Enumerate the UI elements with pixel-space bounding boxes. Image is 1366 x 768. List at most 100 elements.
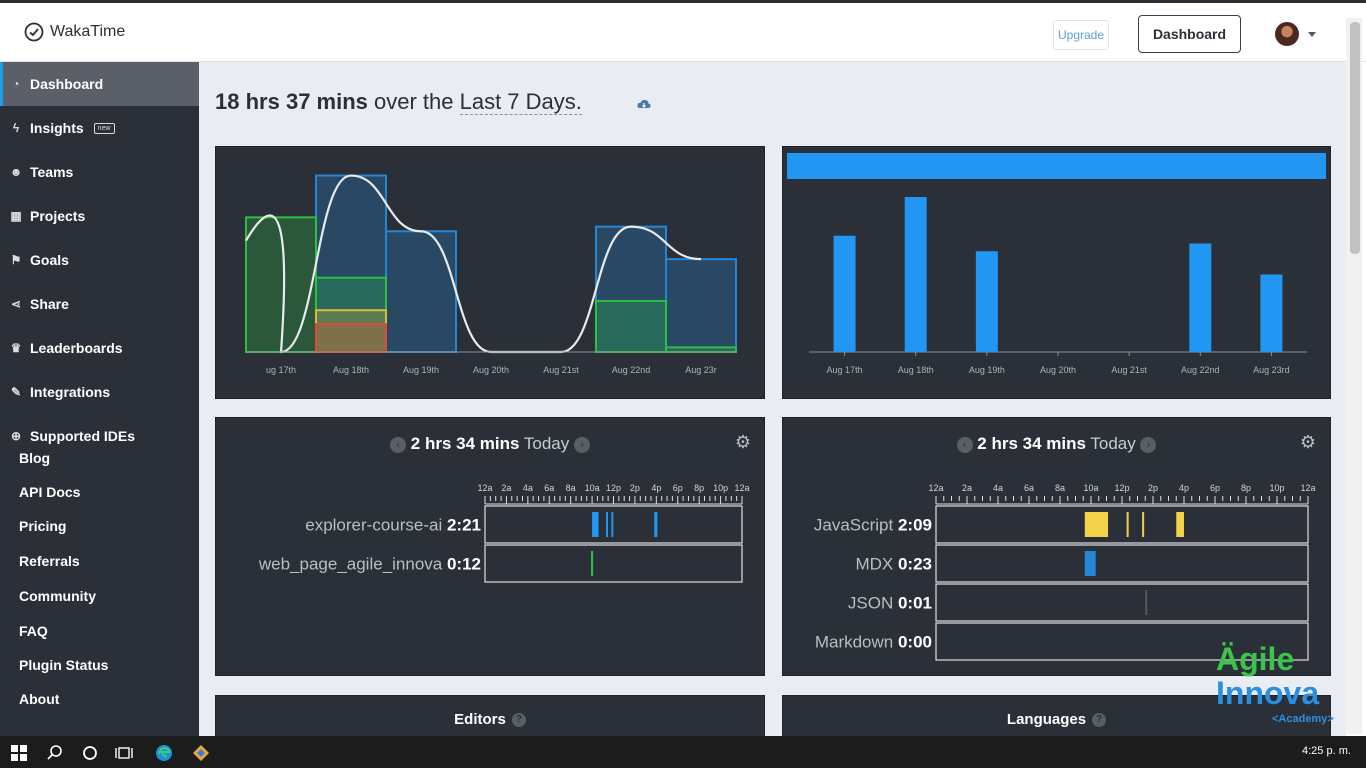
time-tick-label: 6a [544,483,554,493]
sidebar: ◔ Dashboard ϟ Insights new ☻ Teams ▦ Pro… [0,62,199,736]
date-range-selector[interactable]: Last 7 Days. [459,89,582,115]
sidebar-item-integrations[interactable]: ✎ Integrations [0,370,199,414]
time-tick-label: 6p [673,483,683,493]
activity-block [611,512,614,537]
summary-hours: 18 hrs [215,89,280,114]
edge-browser-icon[interactable] [153,742,175,764]
flag-icon: ⚑ [10,253,22,267]
sidebar-link-pricing[interactable]: Pricing [19,518,67,534]
sidebar-link-community[interactable]: Community [19,588,96,604]
languages-panel: Languages? [782,695,1331,736]
windows-taskbar: 4:25 p. m. [0,736,1366,768]
row-label: JavaScript 2:09 [814,516,932,535]
cloud-download-icon[interactable] [636,97,652,111]
help-icon[interactable]: ? [1092,713,1107,728]
chevron-left-icon[interactable]: ‹ [390,436,407,453]
chevron-right-icon[interactable]: › [573,436,590,453]
area-step-0-6 [665,258,737,353]
editors-title: Editors? [216,711,764,728]
time-tick-label: 4a [523,483,533,493]
time-tick-label: 8p [694,483,704,493]
wakatime-logo[interactable]: WakaTime [24,22,125,42]
timeline-row-box [484,544,743,583]
time-tick-label: 12a [477,483,492,493]
editors-title-text: Editors [454,711,506,728]
activity-block [1176,512,1184,537]
x-tick-label: Aug 22nd [612,365,651,375]
x-tick-label: Aug 22nd [1181,365,1220,375]
languages-title-text: Languages [1006,711,1087,728]
x-tick-label: ug 17th [266,365,296,375]
languages-timeline: 12a 2a 4a 6a 8a 10a 12p 2p 4p 6p 8p 10p 12a JavaScrip… [814,483,1316,661]
chevron-left-icon[interactable]: ‹ [956,436,973,453]
x-tick-label: Aug 23r [685,365,717,375]
bar-chart-header-band [787,153,1326,179]
users-icon: ☻ [9,165,23,179]
x-tick-label: Aug 18th [898,365,934,375]
x-tick-label: Aug 20th [473,365,509,375]
taskbar-clock: 4:25 p. m. [1302,745,1351,757]
sidebar-item-label: Goals [30,252,69,268]
area-step-1-6 [665,346,737,354]
sidebar-item-label: Integrations [30,384,111,400]
help-icon[interactable]: ? [511,713,526,728]
row-label: explorer-course-ai 2:21 [305,516,481,535]
sidebar-link-referrals[interactable]: Referrals [19,553,80,569]
today-total: 2 hrs 34 mins [977,434,1086,453]
x-tick-label: Aug 19th [969,365,1005,375]
search-icon[interactable] [44,742,66,764]
row-label: JSON 0:01 [848,594,932,613]
sidebar-link-faq[interactable]: FAQ [19,623,48,639]
scrollbar-thumb[interactable] [1350,22,1360,254]
area-step-1-5 [595,299,667,354]
plus-circle-icon: ⊕ [10,429,22,443]
bar-1 [904,197,927,352]
grid-icon: ▦ [10,209,22,223]
trophy-icon: ♛ [10,341,22,355]
gear-icon[interactable]: ⚙ [734,432,752,452]
sidebar-item-teams[interactable]: ☻ Teams [0,150,199,194]
summary-mins: 37 mins [285,89,368,114]
sidebar-link-about[interactable]: About [19,691,60,707]
share-icon: ⋖ [10,297,22,311]
page-title: 18 hrs 37 mins over the Last 7 Days. [215,89,582,115]
x-tick-label: Aug 17th [827,365,863,375]
sidebar-link-api-docs[interactable]: API Docs [19,484,81,500]
sidebar-item-projects[interactable]: ▦ Projects [0,194,199,238]
windows-start-icon[interactable] [8,742,30,764]
sidebar-link-blog[interactable]: Blog [19,450,51,466]
caret-down-icon[interactable] [1308,32,1316,37]
sidebar-item-label: Projects [30,208,86,224]
activity-area-chart-panel: ug 17th Aug 18th Aug 19th Aug 20th Aug 21st A… [215,146,765,399]
chevron-right-icon[interactable]: › [1140,436,1157,453]
app-shortcut-icon[interactable] [190,742,212,764]
sidebar-item-insights[interactable]: ϟ Insights new [0,106,199,150]
sidebar-item-share[interactable]: ⋖ Share [0,282,199,326]
time-tick-label: 10p [713,483,728,493]
activity-block [1145,590,1148,615]
watermark-line2: Innova [1216,675,1319,711]
timeline-row-box [935,583,1309,622]
avatar[interactable] [1275,22,1299,46]
agile-innova-watermark-logo: Ägile Innova <Academy> [1216,641,1334,725]
sidebar-link-plugin-status[interactable]: Plugin Status [19,657,109,673]
dashboard-button[interactable]: Dashboard [1138,15,1241,53]
cortana-icon[interactable] [79,742,101,764]
x-tick-label: Aug 20th [1040,365,1076,375]
dashboard-icon: ◔ [12,77,20,91]
sidebar-item-goals[interactable]: ⚑ Goals [0,238,199,282]
time-tick-label: 2a [501,483,511,493]
projects-timeline: 12a 2a 4a 6a 8a 10a 12p 2p 4p 6p 8p 10p 12a explorer-… [258,483,750,583]
upgrade-button[interactable]: Upgrade [1053,20,1109,50]
timeline-row-box [484,505,743,544]
sidebar-item-dashboard[interactable]: ◔ Dashboard [0,62,199,106]
time-tick-label: 8a [566,483,576,493]
row-label: MDX 0:23 [855,555,932,574]
sidebar-item-supported-ides[interactable]: ⊕ Supported IDEs [0,414,199,458]
timeline-row-box [935,544,1309,583]
sidebar-item-leaderboards[interactable]: ♛ Leaderboards [0,326,199,370]
gear-icon[interactable]: ⚙ [1299,432,1317,452]
task-view-icon[interactable] [113,742,135,764]
top-navbar: WakaTime Upgrade Dashboard [0,0,1366,62]
languages-title: Languages? [783,711,1330,728]
